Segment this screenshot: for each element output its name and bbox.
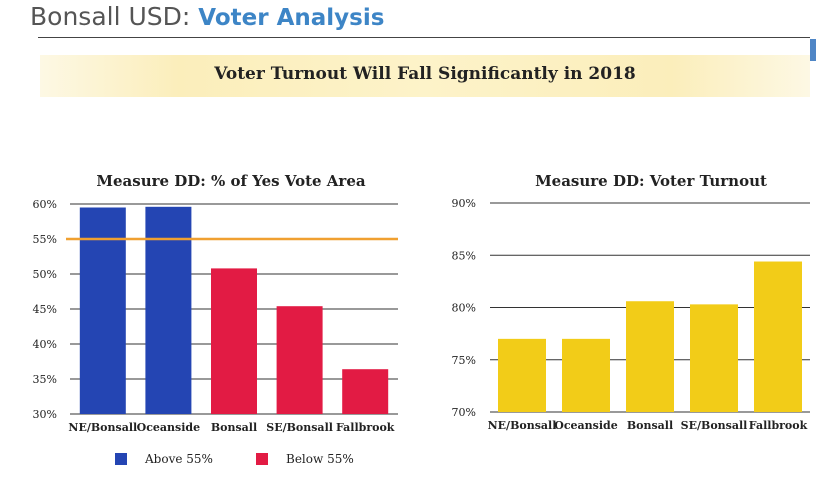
bar-fallbrook: [342, 369, 389, 414]
x-tick-label: Bonsall: [211, 421, 257, 434]
legend-swatch-below: [256, 453, 268, 465]
bar-oceanside: [562, 338, 610, 412]
y-tick-label: 90%: [452, 197, 476, 210]
header-tab-marker: [810, 39, 816, 61]
y-tick-label: 70%: [452, 406, 476, 419]
bar-ne-bonsall: [79, 207, 126, 414]
y-tick-label: 60%: [33, 198, 57, 211]
page-title-org: Bonsall USD:: [30, 2, 191, 31]
page-title: Bonsall USD: Voter Analysis: [30, 2, 384, 31]
y-tick-label: 35%: [33, 373, 57, 386]
y-tick-label: 30%: [33, 408, 57, 421]
headline-banner: Voter Turnout Will Fall Significantly in…: [40, 55, 810, 97]
y-tick-label: 55%: [33, 233, 57, 246]
bar-bonsall: [626, 301, 674, 412]
bar-se-bonsall: [276, 306, 323, 414]
legend-item-below: Below 55%: [256, 451, 354, 467]
legend-label-above: Above 55%: [145, 452, 213, 466]
y-tick-label: 40%: [33, 338, 57, 351]
page-title-section: Voter Analysis: [198, 5, 385, 31]
bar-bonsall: [211, 268, 257, 414]
legend-item-above: Above 55%: [115, 451, 213, 467]
chart-title: Measure DD: Voter Turnout: [535, 172, 767, 190]
x-tick-label: SE/Bonsall: [681, 419, 748, 432]
bar-se-bonsall: [690, 304, 738, 412]
legend-swatch-above: [115, 453, 127, 465]
y-tick-label: 80%: [452, 302, 476, 315]
bar-ne-bonsall: [498, 338, 546, 412]
bar-oceanside: [145, 206, 192, 414]
y-tick-label: 85%: [452, 249, 476, 262]
y-tick-label: 75%: [452, 354, 476, 367]
x-tick-label: Fallbrook: [749, 419, 808, 432]
x-tick-label: NE/Bonsall: [488, 419, 557, 432]
headline-text: Voter Turnout Will Fall Significantly in…: [214, 64, 636, 84]
x-tick-label: Bonsall: [627, 419, 673, 432]
chart-title: Measure DD: % of Yes Vote Area: [96, 172, 365, 190]
bar-fallbrook: [754, 261, 802, 412]
x-tick-label: Oceanside: [554, 419, 617, 432]
x-tick-label: NE/Bonsall: [68, 421, 137, 434]
x-tick-label: Fallbrook: [336, 421, 395, 434]
x-tick-label: SE/Bonsall: [266, 421, 333, 434]
x-tick-label: Oceanside: [137, 421, 200, 434]
y-tick-label: 50%: [33, 268, 57, 281]
y-tick-label: 45%: [33, 303, 57, 316]
legend-label-below: Below 55%: [286, 452, 354, 466]
header-divider: [38, 37, 810, 38]
